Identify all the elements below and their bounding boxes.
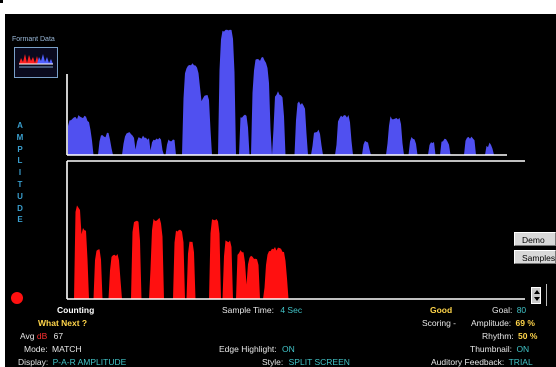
corner-marker: [0, 0, 3, 3]
samples-button[interactable]: Samples: [514, 250, 556, 264]
edge-highlight-readout: Edge Highlight: ON: [219, 344, 295, 355]
amplitude-score-label: Amplitude:: [471, 318, 512, 328]
edge-highlight-value[interactable]: ON: [282, 344, 295, 354]
thumbnail-label: Formant Data: [12, 36, 55, 43]
level-meter: [546, 284, 551, 306]
avg-label: Avg: [20, 331, 35, 341]
sample-time-value[interactable]: 4 Sec: [280, 305, 303, 315]
auditory-feedback-label: Auditory Feedback:: [431, 357, 505, 367]
status-state: Counting: [57, 305, 95, 315]
sample-time-readout: Sample Time: 4 Sec: [222, 305, 302, 316]
goal-value[interactable]: 80: [516, 305, 527, 315]
avg-value: 67: [53, 331, 64, 341]
target-waveform: [68, 29, 505, 156]
scoring-label: Scoring -: [422, 318, 457, 328]
rhythm-score: Rhythm: 50 %: [482, 331, 537, 342]
waveform-panels: [66, 29, 525, 300]
goal-stepper[interactable]: [531, 287, 541, 304]
stepper-down-icon[interactable]: [534, 297, 540, 301]
thumbnail-readout: Thumbnail: ON: [470, 344, 529, 355]
mode-value: MATCH: [52, 344, 82, 354]
style-label: Style:: [262, 357, 284, 367]
auditory-feedback-value[interactable]: TRIAL: [508, 357, 533, 367]
mode-readout: Mode: MATCH: [24, 344, 82, 355]
avg-unit: dB: [36, 331, 48, 341]
rating-text: Good: [430, 305, 453, 315]
demo-button[interactable]: Demo: [514, 232, 556, 246]
rhythm-score-label: Rhythm:: [482, 331, 514, 341]
auditory-feedback-readout: Auditory Feedback: TRIAL: [431, 357, 533, 367]
style-value[interactable]: SPLIT SCREEN: [288, 357, 350, 367]
sample-time-label: Sample Time:: [222, 305, 274, 315]
mode-label: Mode:: [24, 344, 48, 354]
style-readout: Style: SPLIT SCREEN: [262, 357, 350, 367]
attempt-waveform: [68, 205, 301, 299]
goal-readout: Goal: 80: [492, 305, 526, 316]
thumbnail-setting-value[interactable]: ON: [516, 344, 530, 354]
edge-highlight-label: Edge Highlight:: [219, 344, 277, 354]
amplitude-score-value: 69 %: [515, 318, 535, 328]
amplitude-score: Amplitude: 69 %: [471, 318, 535, 329]
thumbnail-wave-icon: [19, 52, 53, 68]
rhythm-score-value: 50 %: [518, 331, 538, 341]
average-readout: Avg dB 67: [20, 331, 63, 342]
display-label: Display:: [18, 357, 49, 367]
record-indicator-icon[interactable]: [11, 292, 23, 304]
what-next-link[interactable]: What Next ?: [38, 318, 88, 328]
thumbnail-setting-label: Thumbnail:: [470, 344, 513, 354]
display-readout: Display: P-A-R AMPLITUDE: [18, 357, 126, 367]
stepper-up-icon[interactable]: [534, 290, 540, 294]
display-value[interactable]: P-A-R AMPLITUDE: [52, 357, 127, 367]
formant-thumbnail[interactable]: [14, 47, 58, 78]
goal-label: Goal:: [492, 305, 513, 315]
